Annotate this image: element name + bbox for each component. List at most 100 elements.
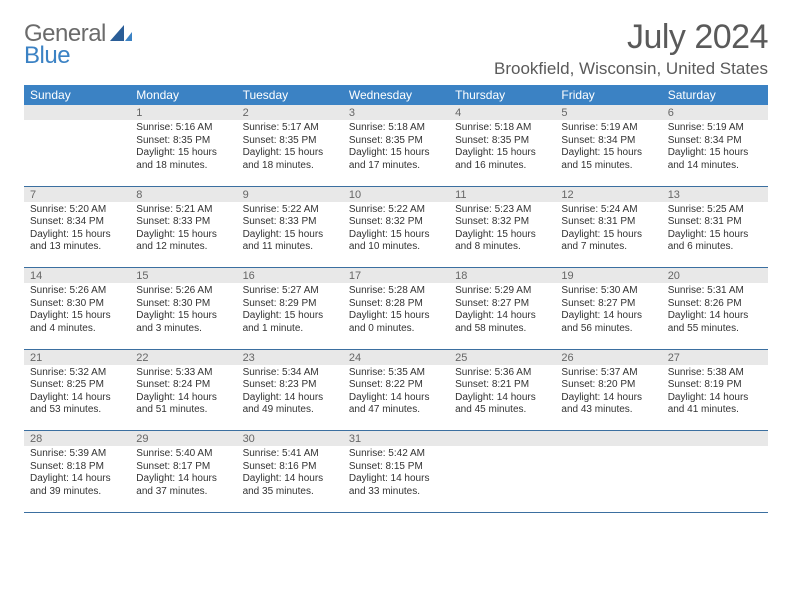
sunrise-text: Sunrise: 5:34 AM: [243, 367, 337, 380]
month-title: July 2024: [494, 18, 768, 57]
day-number-cell: 25: [449, 349, 555, 365]
daylight-text: Daylight: 15 hours: [455, 229, 549, 242]
daylight-text: and 8 minutes.: [455, 241, 549, 254]
day-number-cell: 5: [555, 105, 661, 120]
sunrise-text: Sunrise: 5:41 AM: [243, 448, 337, 461]
daynum-row: 14151617181920: [24, 268, 768, 284]
day-number-cell: 4: [449, 105, 555, 120]
sunrise-text: Sunrise: 5:22 AM: [349, 204, 443, 217]
daylight-text: Daylight: 15 hours: [349, 229, 443, 242]
daylight-text: and 3 minutes.: [136, 323, 230, 336]
daylight-text: Daylight: 15 hours: [243, 147, 337, 160]
sunset-text: Sunset: 8:35 PM: [349, 135, 443, 148]
daylight-text: and 6 minutes.: [668, 241, 762, 254]
sunrise-text: Sunrise: 5:26 AM: [30, 285, 124, 298]
daylight-text: and 47 minutes.: [349, 404, 443, 417]
sunset-text: Sunset: 8:33 PM: [243, 216, 337, 229]
daylight-text: Daylight: 14 hours: [243, 392, 337, 405]
daylight-text: Daylight: 14 hours: [349, 473, 443, 486]
sunrise-text: Sunrise: 5:25 AM: [668, 204, 762, 217]
col-sunday: Sunday: [24, 85, 130, 105]
day-number-cell: 24: [343, 349, 449, 365]
title-block: July 2024 Brookfield, Wisconsin, United …: [494, 18, 768, 79]
logo-text-blue: Blue: [24, 42, 70, 69]
day-content-cell: Sunrise: 5:22 AMSunset: 8:32 PMDaylight:…: [343, 202, 449, 268]
day-content-cell: Sunrise: 5:37 AMSunset: 8:20 PMDaylight:…: [555, 365, 661, 431]
sunrise-text: Sunrise: 5:16 AM: [136, 122, 230, 135]
sunrise-text: Sunrise: 5:17 AM: [243, 122, 337, 135]
day-number-cell: [24, 105, 130, 120]
daylight-text: and 43 minutes.: [561, 404, 655, 417]
day-content-cell: Sunrise: 5:19 AMSunset: 8:34 PMDaylight:…: [555, 120, 661, 186]
page-header: General Blue July 2024 Brookfield, Wisco…: [24, 18, 768, 79]
day-number-cell: 22: [130, 349, 236, 365]
daylight-text: and 56 minutes.: [561, 323, 655, 336]
day-content-cell: Sunrise: 5:16 AMSunset: 8:35 PMDaylight:…: [130, 120, 236, 186]
daylight-text: Daylight: 15 hours: [561, 147, 655, 160]
daylight-text: Daylight: 15 hours: [243, 310, 337, 323]
sunrise-text: Sunrise: 5:26 AM: [136, 285, 230, 298]
day-content-cell: Sunrise: 5:30 AMSunset: 8:27 PMDaylight:…: [555, 283, 661, 349]
daylight-text: and 17 minutes.: [349, 160, 443, 173]
daynum-row: 28293031: [24, 431, 768, 447]
day-number-cell: 9: [237, 186, 343, 202]
logo-sail-icon: [110, 25, 132, 41]
day-number-cell: 14: [24, 268, 130, 284]
daylight-text: and 35 minutes.: [243, 486, 337, 499]
sunrise-text: Sunrise: 5:18 AM: [349, 122, 443, 135]
day-content-cell: Sunrise: 5:23 AMSunset: 8:32 PMDaylight:…: [449, 202, 555, 268]
day-content-cell: [449, 446, 555, 512]
calendar-header-row: Sunday Monday Tuesday Wednesday Thursday…: [24, 85, 768, 105]
day-content-cell: Sunrise: 5:39 AMSunset: 8:18 PMDaylight:…: [24, 446, 130, 512]
day-number-cell: 27: [662, 349, 768, 365]
day-number-cell: 8: [130, 186, 236, 202]
daylight-text: Daylight: 15 hours: [136, 147, 230, 160]
daynum-row: 21222324252627: [24, 349, 768, 365]
day-content-cell: Sunrise: 5:38 AMSunset: 8:19 PMDaylight:…: [662, 365, 768, 431]
sunrise-text: Sunrise: 5:29 AM: [455, 285, 549, 298]
content-row: Sunrise: 5:20 AMSunset: 8:34 PMDaylight:…: [24, 202, 768, 268]
calendar-page: General Blue July 2024 Brookfield, Wisco…: [0, 0, 792, 513]
sunrise-text: Sunrise: 5:18 AM: [455, 122, 549, 135]
sunset-text: Sunset: 8:26 PM: [668, 298, 762, 311]
sunrise-text: Sunrise: 5:40 AM: [136, 448, 230, 461]
day-content-cell: Sunrise: 5:33 AMSunset: 8:24 PMDaylight:…: [130, 365, 236, 431]
day-content-cell: Sunrise: 5:18 AMSunset: 8:35 PMDaylight:…: [343, 120, 449, 186]
sunset-text: Sunset: 8:25 PM: [30, 379, 124, 392]
daylight-text: Daylight: 14 hours: [455, 392, 549, 405]
location-text: Brookfield, Wisconsin, United States: [494, 59, 768, 79]
day-content-cell: Sunrise: 5:19 AMSunset: 8:34 PMDaylight:…: [662, 120, 768, 186]
sunrise-text: Sunrise: 5:20 AM: [30, 204, 124, 217]
calendar-body: 123456Sunrise: 5:16 AMSunset: 8:35 PMDay…: [24, 105, 768, 512]
daylight-text: and 10 minutes.: [349, 241, 443, 254]
sunset-text: Sunset: 8:27 PM: [561, 298, 655, 311]
day-number-cell: 19: [555, 268, 661, 284]
daylight-text: and 18 minutes.: [136, 160, 230, 173]
daylight-text: and 33 minutes.: [349, 486, 443, 499]
day-content-cell: Sunrise: 5:29 AMSunset: 8:27 PMDaylight:…: [449, 283, 555, 349]
day-number-cell: 17: [343, 268, 449, 284]
sunset-text: Sunset: 8:23 PM: [243, 379, 337, 392]
content-row: Sunrise: 5:16 AM Sunset: 8:35 PM Daylight:…: [24, 120, 768, 186]
daylight-text: and 7 minutes.: [561, 241, 655, 254]
day-number-cell: 28: [24, 431, 130, 447]
daylight-text: Daylight: 15 hours: [136, 310, 230, 323]
day-number-cell: [662, 431, 768, 447]
sunrise-text: Sunrise: 5:22 AM: [243, 204, 337, 217]
daylight-text: and 4 minutes.: [30, 323, 124, 336]
day-content-cell: Sunrise: 5:20 AMSunset: 8:34 PMDaylight:…: [24, 202, 130, 268]
sunrise-text: Sunrise: 5:21 AM: [136, 204, 230, 217]
sunset-text: Sunset: 8:30 PM: [30, 298, 124, 311]
day-content-cell: Sunrise: 5:36 AMSunset: 8:21 PMDaylight:…: [449, 365, 555, 431]
col-tuesday: Tuesday: [237, 85, 343, 105]
daylight-text: Daylight: 14 hours: [349, 392, 443, 405]
daylight-text: Daylight: 14 hours: [561, 392, 655, 405]
day-content-cell: Sunrise: 5:26 AMSunset: 8:30 PMDaylight:…: [130, 283, 236, 349]
day-number-cell: 21: [24, 349, 130, 365]
daylight-text: Daylight: 15 hours: [136, 229, 230, 242]
sunrise-text: Sunrise: 5:19 AM: [668, 122, 762, 135]
day-number-cell: 12: [555, 186, 661, 202]
day-content-cell: Sunrise: 5:22 AMSunset: 8:33 PMDaylight:…: [237, 202, 343, 268]
daylight-text: Daylight: 14 hours: [668, 310, 762, 323]
daylight-text: and 45 minutes.: [455, 404, 549, 417]
